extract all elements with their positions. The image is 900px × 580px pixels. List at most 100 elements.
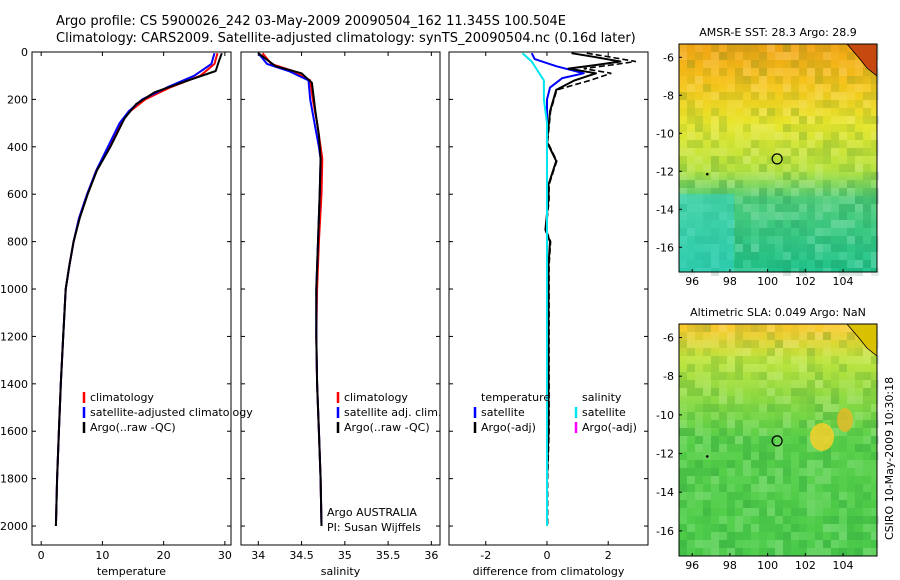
map-pixel	[823, 364, 831, 372]
map-pixel	[783, 412, 791, 420]
map-pixel	[823, 252, 831, 260]
map-pixel	[735, 84, 743, 92]
map-pixel	[679, 124, 687, 132]
map-pixel	[863, 220, 871, 228]
map-pixel	[735, 460, 743, 468]
map-pixel	[863, 148, 871, 156]
map-pixel	[807, 140, 815, 148]
map-pixel	[839, 532, 847, 540]
map-pixel	[863, 436, 871, 444]
map-pixel	[775, 228, 783, 236]
map-pixel	[871, 244, 879, 252]
map-y-tick-label: -10	[656, 127, 674, 140]
map-pixel	[863, 348, 871, 356]
map-pixel	[823, 420, 831, 428]
map-pixel	[807, 540, 815, 548]
x-tick-label: 0	[38, 549, 45, 562]
map-pixel	[799, 476, 807, 484]
map-pixel	[735, 116, 743, 124]
map-pixel	[767, 228, 775, 236]
map-pixel	[703, 132, 711, 140]
map-pixel	[743, 228, 751, 236]
map-pixel	[727, 396, 735, 404]
map-pixel	[687, 364, 695, 372]
map-pixel	[871, 364, 879, 372]
map-pixel	[679, 484, 687, 492]
y-tick-label: 0	[21, 46, 28, 59]
map-pixel	[783, 524, 791, 532]
map-pixel	[871, 516, 879, 524]
map-pixel	[863, 116, 871, 124]
map-pixel	[799, 76, 807, 84]
map-pixel	[807, 236, 815, 244]
map-pixel	[839, 476, 847, 484]
map-pixel	[783, 228, 791, 236]
map-pixel	[751, 196, 759, 204]
map-pixel	[871, 140, 879, 148]
map-pixel	[735, 52, 743, 60]
map-pixel	[711, 404, 719, 412]
map-pixel	[807, 244, 815, 252]
map-pixel	[799, 548, 807, 556]
map-pixel	[719, 500, 727, 508]
map-pixel	[847, 188, 855, 196]
map-pixel	[703, 388, 711, 396]
x-tick-label: 34.5	[289, 549, 314, 562]
map-pixel	[759, 52, 767, 60]
map-pixel	[759, 156, 767, 164]
map-pixel	[719, 148, 727, 156]
map-pixel	[799, 92, 807, 100]
map-pixel	[799, 516, 807, 524]
map-pixel	[871, 460, 879, 468]
map-pixel	[727, 372, 735, 380]
map-pixel	[863, 420, 871, 428]
map-pixel	[775, 164, 783, 172]
map-pixel	[823, 396, 831, 404]
map-pixel	[679, 516, 687, 524]
map-pixel	[815, 76, 823, 84]
map-pixel	[799, 116, 807, 124]
map-pixel	[775, 116, 783, 124]
map-pixel	[863, 444, 871, 452]
map-pixel	[711, 460, 719, 468]
map-pixel	[791, 140, 799, 148]
map-pixel	[711, 500, 719, 508]
map-pixel	[727, 172, 735, 180]
map-pixel	[767, 412, 775, 420]
map-pixel	[863, 484, 871, 492]
map-pixel	[863, 252, 871, 260]
map-pixel	[823, 516, 831, 524]
map-pixel	[871, 388, 879, 396]
map-pixel	[767, 188, 775, 196]
map-pixel	[735, 108, 743, 116]
map-pixel	[759, 532, 767, 540]
map-pixel	[695, 108, 703, 116]
map-pixel	[775, 244, 783, 252]
map-pixel	[687, 460, 695, 468]
map-pixel	[807, 164, 815, 172]
x-axis-label: salinity	[321, 565, 361, 578]
map-pixel	[759, 140, 767, 148]
map-pixel	[823, 44, 831, 52]
map-pixel	[743, 460, 751, 468]
map-pixel	[759, 124, 767, 132]
map-pixel	[679, 532, 687, 540]
map-pixel	[751, 348, 759, 356]
map-pixel	[743, 484, 751, 492]
map-pixel	[823, 324, 831, 332]
map-pixel	[759, 444, 767, 452]
y-tick-label: 1800	[0, 473, 28, 486]
map-pixel	[679, 188, 687, 196]
map-pixel	[759, 372, 767, 380]
map-pixel	[831, 60, 839, 68]
map-pixel	[751, 452, 759, 460]
map-pixel	[719, 100, 727, 108]
map-pixel	[775, 412, 783, 420]
map-pixel	[839, 92, 847, 100]
map-pixel	[783, 260, 791, 268]
map-pixel	[759, 76, 767, 84]
map-pixel	[855, 196, 863, 204]
map-pixel	[679, 324, 687, 332]
y-tick-label: 2000	[0, 520, 28, 533]
map-y-tick-label: -8	[663, 370, 674, 383]
